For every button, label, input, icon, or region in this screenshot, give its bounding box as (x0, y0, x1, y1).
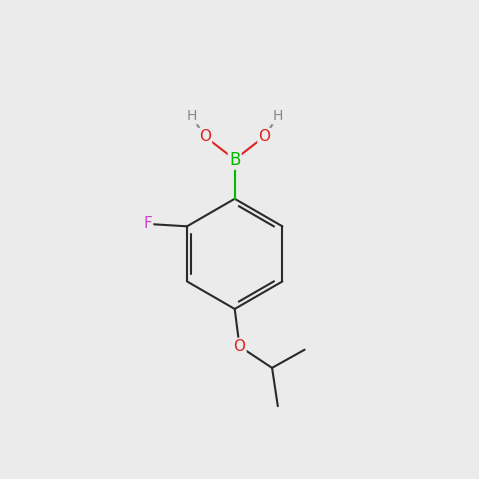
Text: O: O (199, 129, 211, 144)
Text: O: O (233, 339, 246, 354)
Text: O: O (258, 129, 271, 144)
Text: B: B (229, 150, 240, 169)
Text: F: F (143, 217, 152, 231)
Text: H: H (273, 109, 283, 124)
Text: H: H (186, 109, 197, 124)
